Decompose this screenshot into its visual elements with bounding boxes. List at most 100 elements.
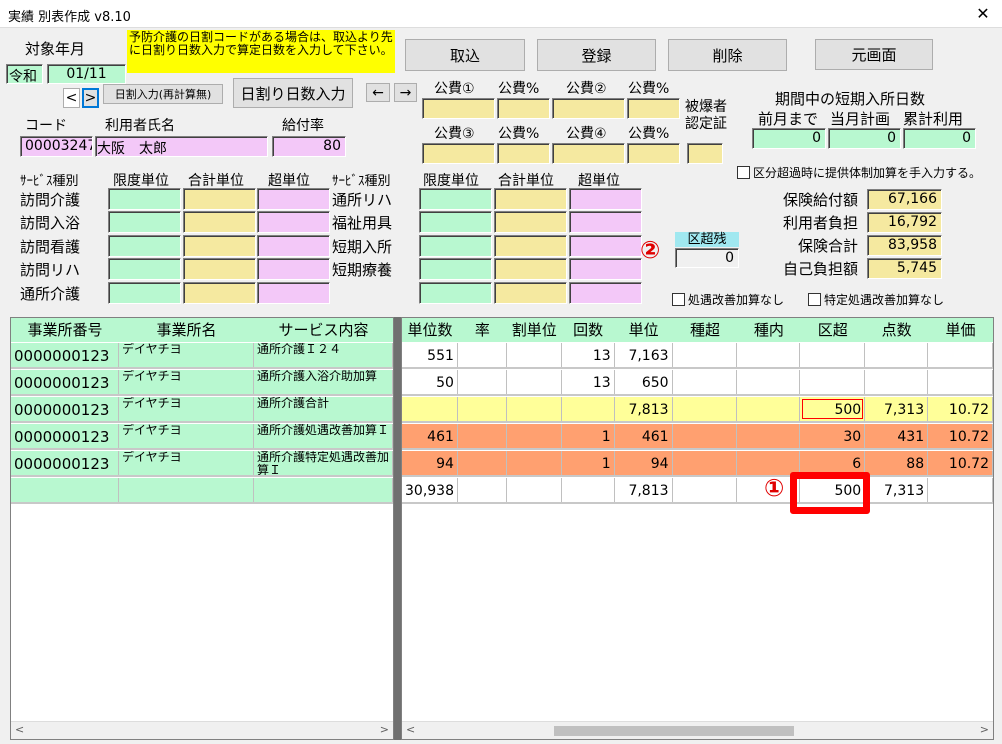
unit-cell[interactable]: [928, 478, 993, 502]
unit-cell[interactable]: 7,313: [865, 478, 929, 502]
column-header[interactable]: 事業所番号: [27, 321, 103, 339]
table-row[interactable]: 7,813 500 7,313 10.72: [402, 397, 993, 423]
unit-cell[interactable]: [673, 478, 738, 502]
unit-cell[interactable]: 500: [800, 397, 866, 421]
month-field[interactable]: 01/11: [47, 64, 126, 84]
limit-unit-field-2[interactable]: [419, 235, 492, 257]
limit-unit-field-2[interactable]: [419, 258, 492, 280]
unit-cell[interactable]: 88: [865, 451, 929, 475]
scroll-left-icon[interactable]: <: [406, 723, 416, 736]
unit-cell[interactable]: [507, 451, 562, 475]
unit-cell[interactable]: [737, 478, 801, 502]
unit-cell[interactable]: 30: [800, 424, 866, 448]
manual-addition-checkbox[interactable]: 区分超過時に提供体制加算を手入力する。: [737, 164, 981, 181]
unit-cell[interactable]: [865, 343, 929, 367]
over-unit-field[interactable]: [257, 282, 330, 304]
unit-cell[interactable]: [737, 397, 801, 421]
office-name-cell[interactable]: デイヤチヨ: [119, 370, 254, 394]
unit-cell[interactable]: 10.72: [928, 424, 993, 448]
public3-pct-field[interactable]: [497, 143, 550, 164]
unit-cell[interactable]: 1: [562, 424, 615, 448]
unit-cell[interactable]: 6: [800, 451, 866, 475]
total-unit-field-2[interactable]: [494, 188, 567, 210]
unit-cell[interactable]: [673, 451, 738, 475]
table-row[interactable]: 461 1 461 30 431 10.72: [402, 424, 993, 450]
public4-field[interactable]: [552, 143, 625, 164]
back-button[interactable]: 元画面: [815, 39, 933, 70]
prev-month-field[interactable]: 0: [752, 128, 826, 149]
horizontal-scrollbar-right[interactable]: < >: [402, 721, 993, 739]
treatment-improvement-checkbox[interactable]: 処遇改善加算なし: [672, 291, 784, 308]
column-header[interactable]: 回数: [573, 321, 604, 339]
total-unit-field[interactable]: [183, 282, 256, 304]
table-row[interactable]: 94 1 94 6 88 10.72: [402, 451, 993, 477]
office-name-cell[interactable]: デイヤチヨ: [119, 397, 254, 421]
column-header[interactable]: 割単位: [511, 321, 557, 339]
unit-cell[interactable]: 1: [562, 451, 615, 475]
column-header[interactable]: 率: [474, 321, 490, 339]
checkbox-box[interactable]: [737, 166, 750, 179]
unit-cell[interactable]: [562, 397, 615, 421]
unit-cell[interactable]: [458, 343, 507, 367]
limit-unit-field[interactable]: [108, 188, 181, 210]
cumulative-field[interactable]: 0: [903, 128, 976, 149]
benefit-rate-field[interactable]: 80: [272, 136, 346, 157]
service-content-cell[interactable]: 通所介護合計: [254, 397, 393, 421]
table-row[interactable]: [11, 478, 393, 504]
unit-cell[interactable]: [562, 478, 615, 502]
unit-cell[interactable]: 94: [615, 451, 673, 475]
limit-unit-field-2[interactable]: [419, 282, 492, 304]
unit-cell[interactable]: 461: [402, 424, 458, 448]
office-number-cell[interactable]: 0000000123: [11, 343, 119, 367]
service-content-cell[interactable]: 通所介護処遇改善加算Ｉ: [254, 424, 393, 448]
unit-cell[interactable]: 7,163: [615, 343, 673, 367]
user-code-field[interactable]: 00003247: [20, 136, 93, 157]
over-unit-field[interactable]: [257, 188, 330, 210]
unit-cell[interactable]: 13: [562, 343, 615, 367]
public2-pct-field[interactable]: [627, 98, 680, 119]
public3-field[interactable]: [422, 143, 495, 164]
over-unit-field-2[interactable]: [569, 282, 642, 304]
unit-cell[interactable]: 50: [402, 370, 458, 394]
public1-field[interactable]: [422, 98, 495, 119]
left-arrow-button[interactable]: ←: [366, 83, 390, 102]
column-header[interactable]: 種内: [753, 321, 784, 339]
user-name-field[interactable]: 大阪 太郎: [95, 136, 268, 157]
table-row[interactable]: 30,938 7,813 500 7,313: [402, 478, 993, 504]
right-arrow-button[interactable]: →: [394, 83, 417, 102]
limit-unit-field-2[interactable]: [419, 211, 492, 233]
unit-cell[interactable]: 551: [402, 343, 458, 367]
total-unit-field[interactable]: [183, 188, 256, 210]
scroll-right-icon[interactable]: >: [979, 723, 989, 736]
office-number-cell[interactable]: 0000000123: [11, 397, 119, 421]
office-name-cell[interactable]: デイヤチヨ: [119, 424, 254, 448]
over-unit-field-2[interactable]: [569, 188, 642, 210]
table-row[interactable]: 0000000123 デイヤチヨ 通所介護入浴介助加算: [11, 370, 393, 396]
unit-cell[interactable]: 650: [615, 370, 673, 394]
unit-cell[interactable]: [402, 397, 458, 421]
service-content-cell[interactable]: 通所介護入浴介助加算: [254, 370, 393, 394]
limit-unit-field[interactable]: [108, 282, 181, 304]
office-name-cell[interactable]: [119, 478, 254, 502]
limit-unit-field[interactable]: [108, 211, 181, 233]
service-content-cell[interactable]: [254, 478, 393, 502]
register-button[interactable]: 登録: [537, 39, 656, 71]
horizontal-scrollbar-left[interactable]: < >: [11, 721, 393, 739]
office-number-cell[interactable]: [11, 478, 119, 502]
public2-field[interactable]: [552, 98, 625, 119]
scroll-left-icon[interactable]: <: [15, 723, 25, 736]
office-number-cell[interactable]: 0000000123: [11, 370, 119, 394]
office-number-cell[interactable]: 0000000123: [11, 424, 119, 448]
unit-cell[interactable]: [458, 478, 507, 502]
unit-cell[interactable]: [507, 478, 562, 502]
unit-cell[interactable]: [673, 343, 738, 367]
over-unit-field[interactable]: [257, 258, 330, 280]
public1-pct-field[interactable]: [497, 98, 550, 119]
unit-cell[interactable]: 7,813: [615, 478, 673, 502]
unit-cell[interactable]: [507, 397, 562, 421]
total-unit-field-2[interactable]: [494, 258, 567, 280]
office-number-cell[interactable]: 0000000123: [11, 451, 119, 475]
unit-cell[interactable]: [458, 451, 507, 475]
unit-cell[interactable]: 10.72: [928, 451, 993, 475]
daily-days-input-button[interactable]: 日割り日数入力: [233, 78, 353, 108]
